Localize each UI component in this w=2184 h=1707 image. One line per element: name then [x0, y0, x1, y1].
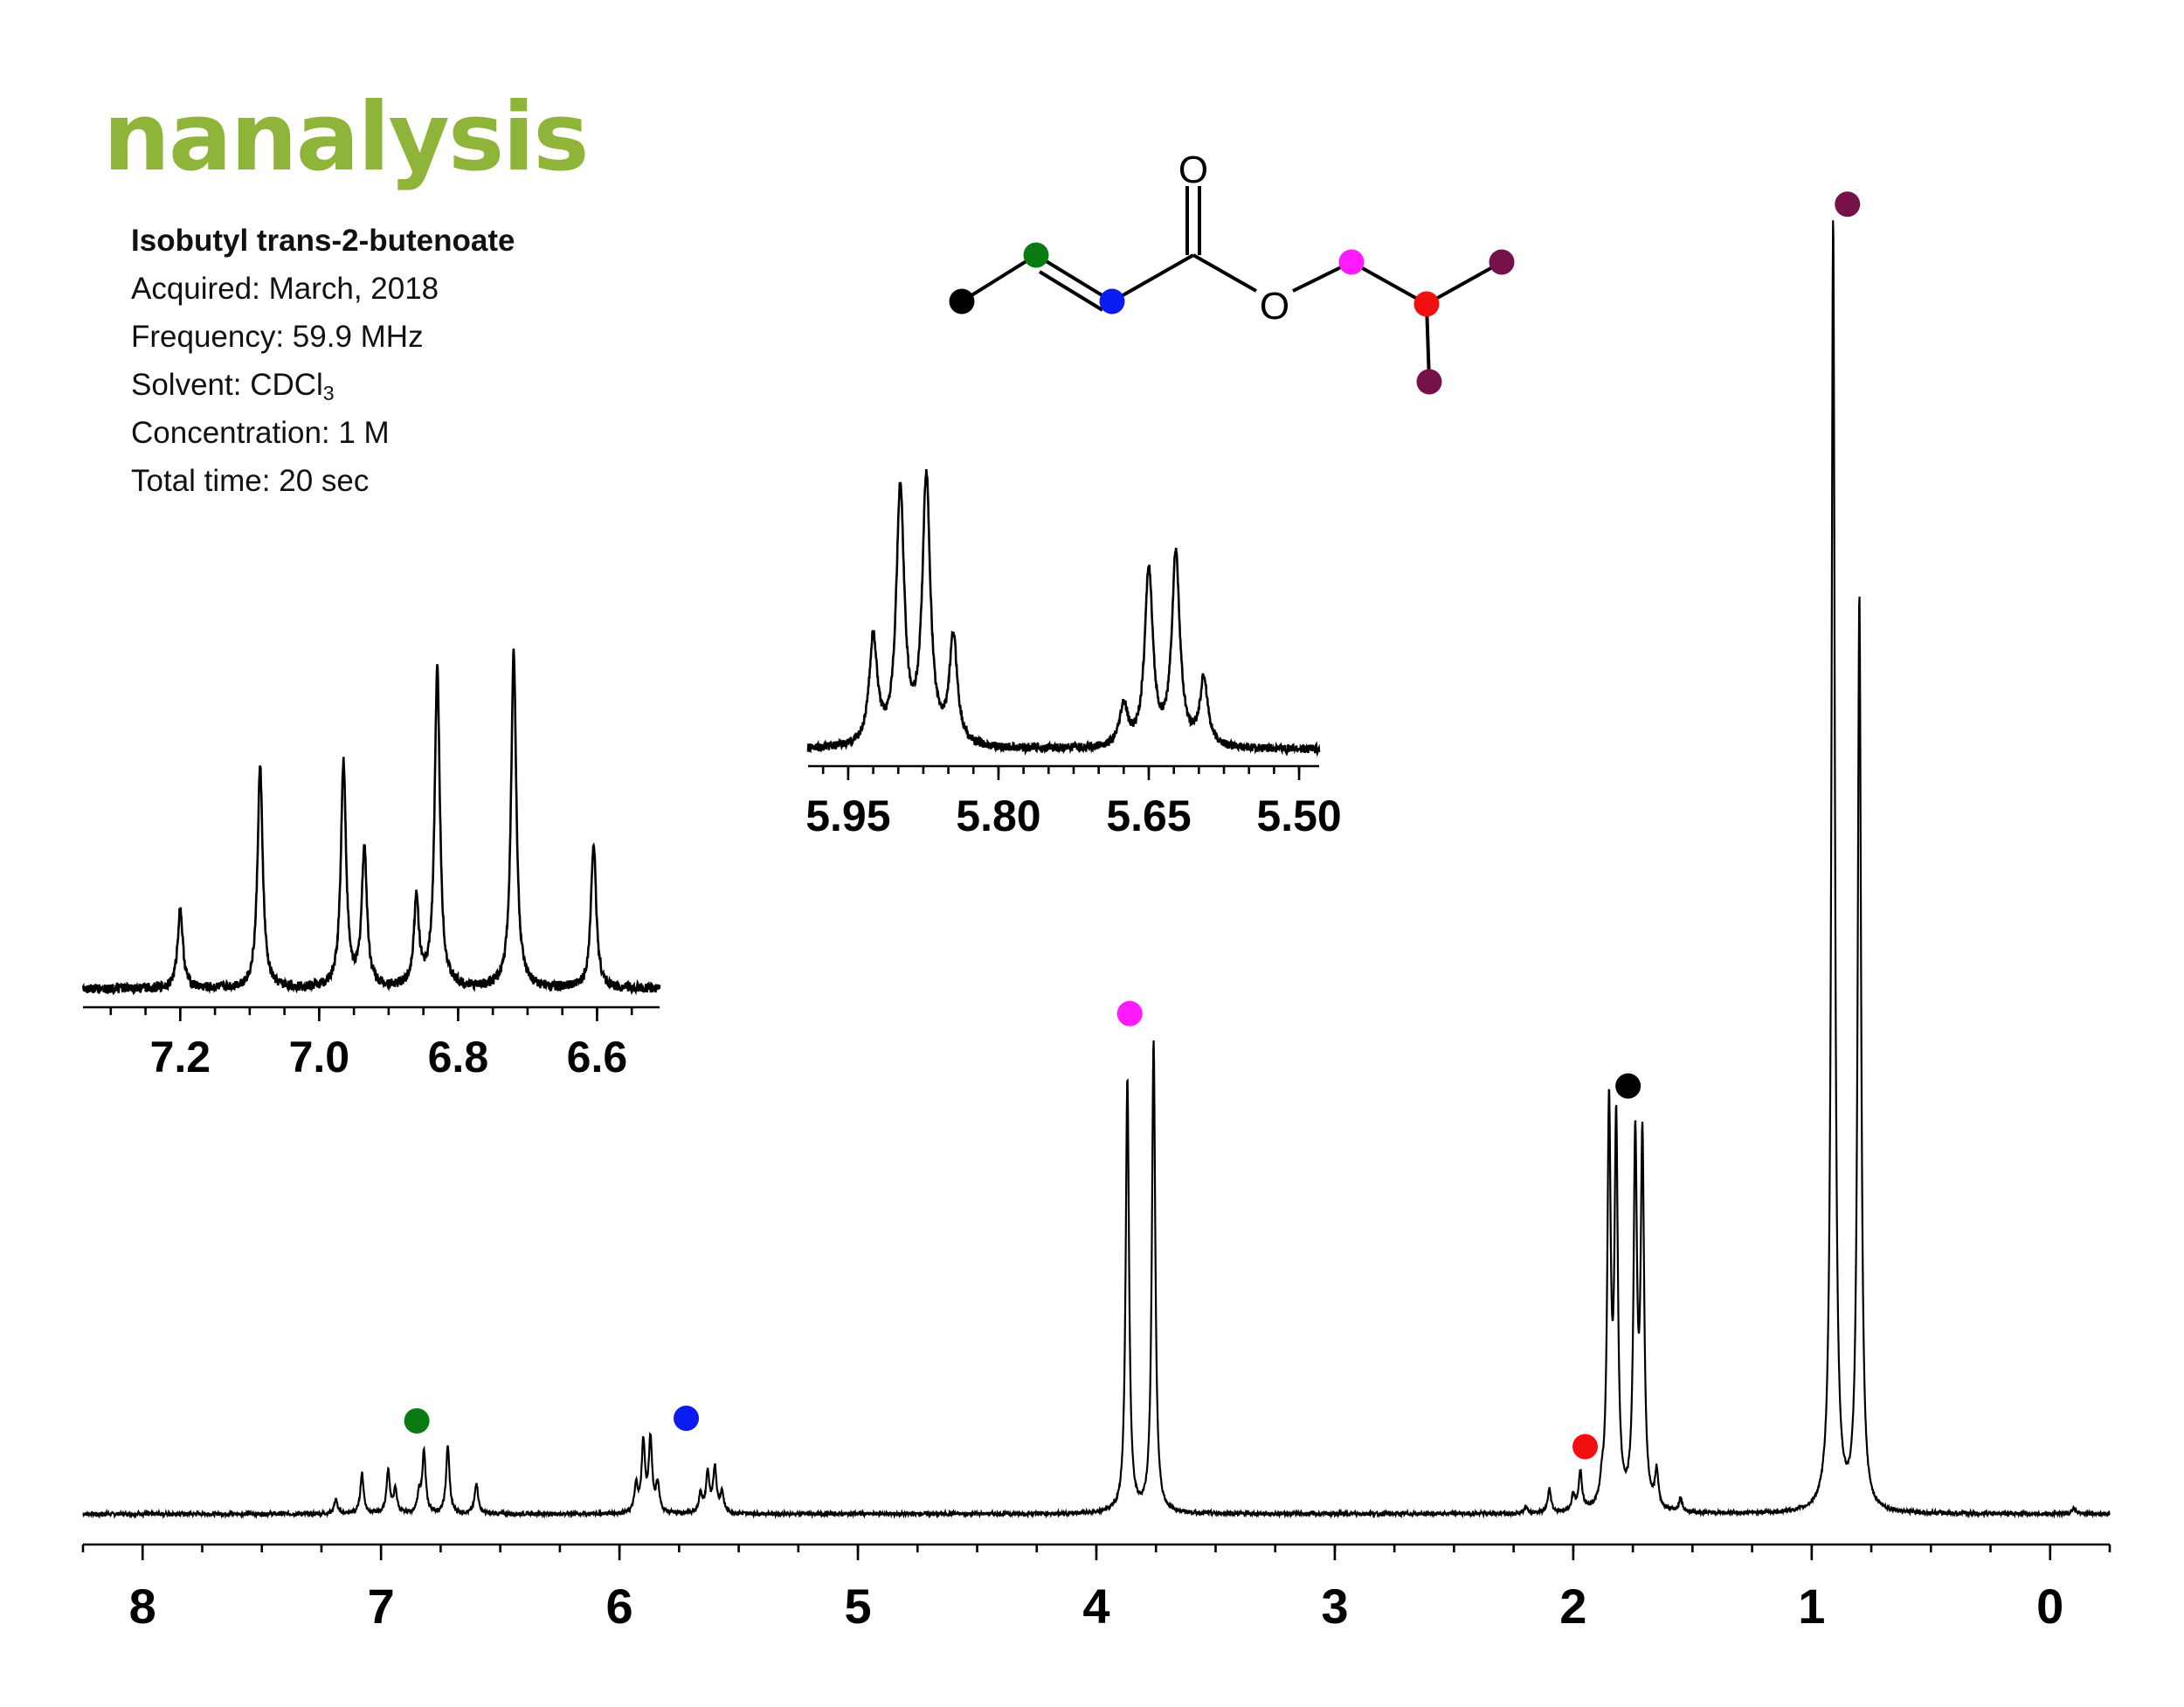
spectrum-trace [82, 220, 2111, 1520]
x-tick-label: 5.50 [1256, 791, 1341, 840]
bond-ch-ch3-right [1426, 260, 1503, 306]
x-tick-label: 4 [1082, 1579, 1109, 1634]
x-tick-label: 6.8 [428, 1033, 489, 1082]
molecule-atom-markers [949, 242, 1515, 395]
atom-dot-magenta [1338, 249, 1365, 275]
x-tick-label: 8 [129, 1579, 156, 1634]
x-tick-label: 5.80 [956, 791, 1040, 840]
concentration: Concentration: 1 M [131, 416, 390, 450]
x-tick-label: 0 [2036, 1579, 2063, 1634]
inset-plot-left: 7.2 7.0 6.8 6.6 [81, 648, 661, 1082]
nanalysis-logo: nanalysis [103, 83, 590, 192]
frequency: Frequency: 59.9 MHz [131, 320, 424, 354]
inset-plot-center: 5.95 5.80 5.65 5.50 [805, 468, 1342, 840]
peak-marker-green [404, 1407, 430, 1434]
x-tick-label: 7 [368, 1579, 395, 1634]
peak-marker-maroon [1835, 191, 1861, 218]
bond-ch-ch3-down [1425, 303, 1431, 383]
ester-oxygen-label: O [1260, 285, 1289, 328]
x-tick-label: 6 [606, 1579, 633, 1634]
peak-marker-red [1572, 1434, 1599, 1460]
x-tick-label: 7.2 [150, 1033, 211, 1082]
x-tick-label: 7.0 [289, 1033, 350, 1082]
atom-dot-red [1413, 291, 1440, 317]
bond-ch2-ch [1351, 260, 1427, 306]
x-tick-label: 5.95 [805, 791, 890, 840]
x-tick-label: 5 [844, 1579, 871, 1634]
atom-dot-black [949, 288, 975, 314]
peak-marker-black [1615, 1073, 1641, 1099]
bond-c3-c2-double-a [1034, 253, 1114, 303]
atom-dot-green [1023, 242, 1049, 268]
spectrum-trace [81, 648, 661, 996]
solvent-text: Solvent: CDCl [131, 368, 323, 402]
bond-carbonyl-ester-o [1192, 253, 1257, 293]
bond-ch3-c3 [960, 253, 1038, 303]
x-tick-label: 3 [1321, 1579, 1348, 1634]
x-tick-label: 1 [1798, 1579, 1825, 1634]
solvent-subscript: 3 [322, 382, 335, 404]
atom-dot-blue [1099, 288, 1125, 314]
acquired-date: Acquired: March, 2018 [131, 272, 439, 306]
carbonyl-oxygen-label: O [1178, 149, 1208, 191]
bond-c2-carbonyl [1111, 253, 1194, 303]
atom-dot-maroon [1416, 369, 1442, 395]
solvent: Solvent: CDCl3 [131, 361, 515, 409]
x-tick-label: 6.6 [567, 1033, 628, 1082]
total-time: Total time: 20 sec [131, 464, 370, 498]
bond-c3-c2-double-b [1038, 270, 1104, 312]
main-spectrum-plot: 8 7 6 5 4 3 2 1 0 [81, 191, 2111, 1634]
atom-dot-maroon [1489, 249, 1515, 275]
molecule-structure: O O [960, 149, 1503, 383]
compound-name: Isobutyl trans-2-butenoate [131, 224, 515, 258]
spectrum-trace [806, 468, 1321, 757]
peak-marker-magenta [1116, 1000, 1143, 1026]
peak-marker-blue [674, 1405, 700, 1431]
x-tick-label: 5.65 [1106, 791, 1191, 840]
sample-info: Isobutyl trans-2-butenoate Acquired: Mar… [131, 217, 515, 505]
x-tick-label: 2 [1559, 1579, 1586, 1634]
